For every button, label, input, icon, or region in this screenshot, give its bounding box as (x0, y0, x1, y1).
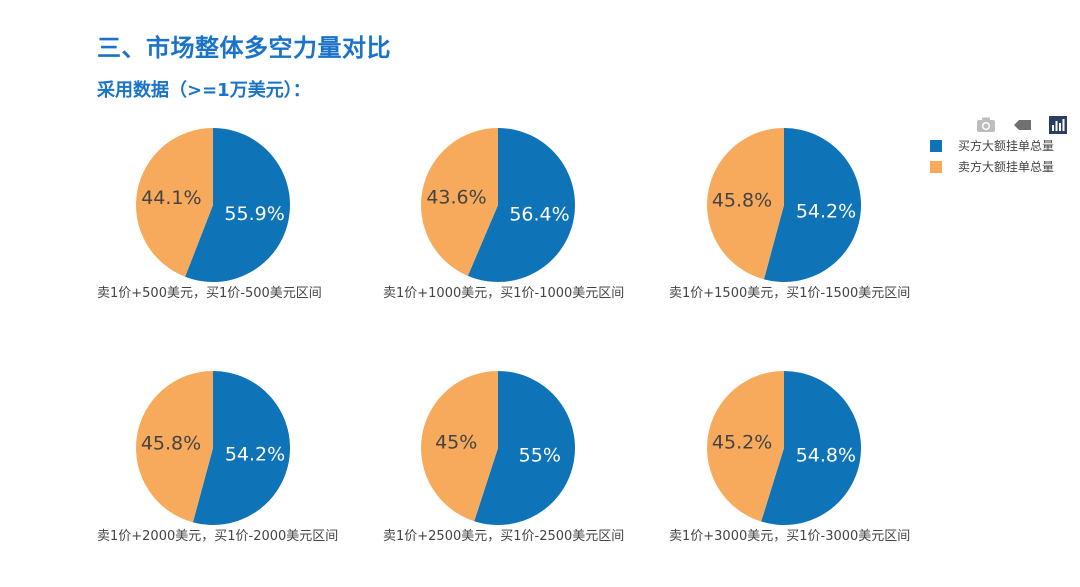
bar-chart-icon[interactable] (1046, 114, 1070, 136)
pie-slice-sell[interactable] (135, 128, 213, 277)
pie-label-sell: 43.6% (426, 187, 486, 209)
pie-slice-buy[interactable] (761, 371, 862, 525)
legend-item-buy[interactable]: 买方大额挂单总量 (930, 135, 1054, 156)
pie-slice-buy[interactable] (185, 128, 290, 282)
pie-slice-buy[interactable] (192, 371, 291, 525)
pie-chart-6: 54.8% 45.2% 卖1价+3000美元，买1价-3000美元区间 (669, 371, 910, 544)
pie-slice-buy[interactable] (763, 128, 862, 282)
pie-slice-sell[interactable] (420, 127, 498, 276)
pie-slice-sell[interactable] (707, 128, 784, 280)
pie-label-buy: 54.8% (796, 444, 856, 466)
tag-icon[interactable] (1010, 114, 1034, 136)
pie-label-buy: 55.9% (224, 203, 284, 225)
pie-slice-buy[interactable] (474, 371, 576, 525)
pie-chart-3: 54.2% 45.8% 卖1价+1500美元，买1价-1500美元区间 (669, 128, 910, 301)
pie-label-buy: 55% (519, 445, 561, 467)
pie-caption: 卖1价+1500美元，买1价-1500美元区间 (669, 286, 910, 301)
pie-caption: 卖1价+2000美元，买1价-2000美元区间 (97, 529, 338, 544)
pie-label-buy: 54.2% (225, 444, 285, 466)
legend-label-sell: 卖方大额挂单总量 (958, 160, 1055, 174)
pie-chart-4: 54.2% 45.8% 卖1价+2000美元，买1价-2000美元区间 (97, 371, 338, 544)
chart-legend: 买方大额挂单总量 卖方大额挂单总量 (930, 135, 1054, 177)
pie-label-buy: 54.2% (796, 201, 856, 223)
pie-chart-2: 56.4% 43.6% 卖1价+1000美元，买1价-1000美元区间 (383, 127, 624, 301)
pie-chart-5: 55% 45% 卖1价+2500美元，买1价-2500美元区间 (383, 371, 624, 544)
pie-label-sell: 45.8% (141, 432, 201, 454)
pie-label-sell: 45.2% (712, 432, 772, 454)
page-title: 三、市场整体多空力量对比 (97, 34, 391, 62)
pie-slice-sell[interactable] (421, 371, 498, 522)
pie-slice-buy[interactable] (467, 128, 575, 282)
chart-modebar (974, 114, 1070, 136)
pie-label-sell: 45.8% (712, 189, 772, 211)
camera-icon[interactable] (974, 114, 998, 136)
legend-item-sell[interactable]: 卖方大额挂单总量 (930, 156, 1054, 177)
pie-label-sell: 45% (435, 431, 477, 453)
legend-swatch-buy (930, 139, 942, 152)
pie-slice-sell[interactable] (136, 371, 213, 523)
pie-caption: 卖1价+1000美元，买1价-1000美元区间 (383, 286, 624, 301)
pie-chart-1: 55.9% 44.1% 卖1价+500美元，买1价-500美元区间 (97, 128, 322, 301)
pie-caption: 卖1价+2500美元，买1价-2500美元区间 (383, 529, 624, 544)
pie-caption: 卖1价+500美元，买1价-500美元区间 (97, 286, 322, 301)
pie-label-sell: 44.1% (141, 187, 201, 209)
pie-caption: 卖1价+3000美元，买1价-3000美元区间 (669, 529, 910, 544)
legend-label-buy: 买方大额挂单总量 (958, 139, 1055, 153)
pie-label-buy: 56.4% (509, 204, 569, 226)
pie-slice-sell[interactable] (707, 371, 784, 522)
legend-swatch-sell (930, 160, 942, 173)
page-subtitle: 采用数据（>=1万美元）： (97, 80, 311, 101)
